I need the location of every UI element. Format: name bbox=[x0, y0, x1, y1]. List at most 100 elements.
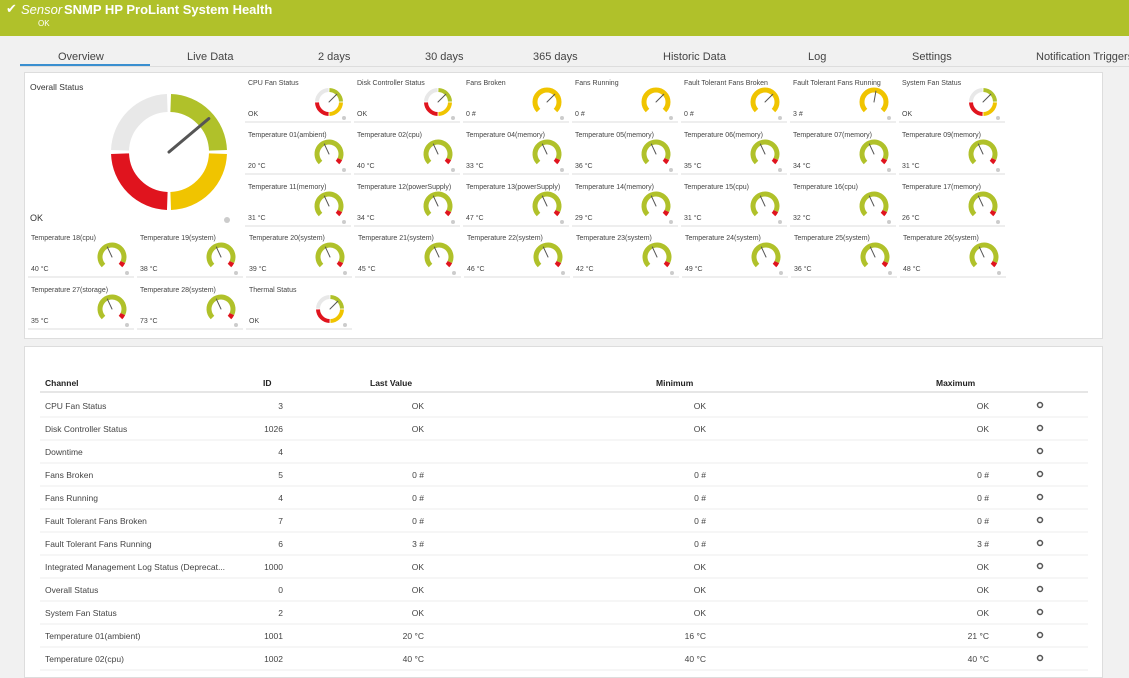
tab[interactable]: Log bbox=[808, 51, 827, 63]
tab[interactable]: 2 days bbox=[318, 51, 351, 63]
tile-icon[interactable] bbox=[670, 271, 674, 275]
column-header[interactable]: Maximum bbox=[936, 378, 976, 388]
gauge-segment bbox=[316, 295, 330, 309]
tile-label: System Fan Status bbox=[902, 80, 962, 87]
gauge-segment bbox=[989, 209, 997, 217]
tile-icon[interactable] bbox=[125, 271, 129, 275]
gauge-segment bbox=[227, 260, 235, 268]
column-header[interactable]: Minimum bbox=[656, 378, 694, 388]
tile-icon[interactable] bbox=[451, 220, 455, 224]
row-settings[interactable] bbox=[1036, 401, 1044, 409]
tab[interactable]: Notification Triggers bbox=[1036, 51, 1129, 63]
tile-icon[interactable] bbox=[888, 271, 892, 275]
tile-value: 39 °C bbox=[249, 266, 267, 273]
column-header[interactable]: ID bbox=[263, 378, 272, 388]
tile-icon[interactable] bbox=[342, 168, 346, 172]
tile-label: Fans Broken bbox=[466, 80, 506, 87]
tile-icon[interactable] bbox=[996, 116, 1000, 120]
tile-icon[interactable] bbox=[778, 220, 782, 224]
tab[interactable]: 30 days bbox=[425, 51, 464, 63]
tile-icon[interactable] bbox=[887, 168, 891, 172]
tab[interactable]: Historic Data bbox=[663, 51, 726, 63]
row-settings[interactable] bbox=[1036, 424, 1044, 432]
gauge-segment bbox=[750, 87, 780, 113]
tile-icon[interactable] bbox=[452, 271, 456, 275]
tile-icon[interactable] bbox=[561, 271, 565, 275]
row-settings[interactable] bbox=[1036, 447, 1044, 455]
gauge-needle bbox=[546, 93, 556, 103]
tile-label: Temperature 25(system) bbox=[794, 235, 870, 242]
cell-id: 3 bbox=[278, 401, 283, 411]
gauge-segment bbox=[859, 191, 889, 217]
tab[interactable]: Settings bbox=[912, 51, 952, 63]
row-settings[interactable] bbox=[1036, 608, 1044, 616]
column-header[interactable]: Channel bbox=[45, 378, 79, 388]
row-settings[interactable] bbox=[1036, 470, 1044, 478]
tile-icon[interactable] bbox=[343, 323, 347, 327]
tab[interactable]: Live Data bbox=[187, 51, 234, 63]
cell-min: 0 # bbox=[694, 470, 706, 480]
gauge-segment bbox=[315, 102, 329, 116]
tile-icon[interactable] bbox=[125, 323, 129, 327]
tile-label: Temperature 04(memory) bbox=[466, 132, 545, 139]
tile-icon[interactable] bbox=[234, 271, 238, 275]
gauge-segment bbox=[662, 209, 670, 217]
gauge-needle bbox=[977, 195, 984, 207]
row-settings[interactable] bbox=[1036, 516, 1044, 524]
tile-icon[interactable] bbox=[343, 271, 347, 275]
gauge-segment bbox=[771, 157, 779, 165]
tile-label: Temperature 24(system) bbox=[685, 235, 761, 242]
column-header[interactable]: Last Value bbox=[370, 378, 413, 388]
tile-icon[interactable] bbox=[997, 271, 1001, 275]
tile-icon[interactable] bbox=[778, 168, 782, 172]
tile-icon[interactable] bbox=[887, 220, 891, 224]
tile-icon[interactable] bbox=[669, 220, 673, 224]
cell-last: 0 # bbox=[412, 493, 424, 503]
gauge-needle bbox=[106, 246, 113, 258]
gauge-needle bbox=[541, 195, 548, 207]
gauge-needle bbox=[167, 117, 211, 154]
row-settings[interactable] bbox=[1036, 493, 1044, 501]
tile-value: 0 # bbox=[575, 111, 585, 118]
cell-last: 3 # bbox=[412, 539, 424, 549]
row-settings[interactable] bbox=[1036, 539, 1044, 547]
tile-icon[interactable] bbox=[887, 116, 891, 120]
tile-icon[interactable] bbox=[234, 323, 238, 327]
tab[interactable]: Overview bbox=[58, 51, 104, 63]
tile-icon[interactable] bbox=[996, 220, 1000, 224]
gauge-needle bbox=[323, 143, 330, 155]
tile-icon[interactable] bbox=[342, 220, 346, 224]
tile-icon[interactable] bbox=[451, 116, 455, 120]
row-settings[interactable] bbox=[1036, 631, 1044, 639]
cell-channel: Overall Status bbox=[45, 585, 99, 595]
tile-icon[interactable] bbox=[560, 220, 564, 224]
tile-icon[interactable] bbox=[669, 168, 673, 172]
row-settings[interactable] bbox=[1036, 654, 1044, 662]
gauge-segment bbox=[990, 260, 998, 268]
tile-label: Temperature 07(memory) bbox=[793, 132, 872, 139]
tile-label: Temperature 11(memory) bbox=[248, 184, 327, 191]
gauge-needle bbox=[868, 195, 875, 207]
cell-id: 4 bbox=[278, 493, 283, 503]
gauge-segment bbox=[642, 242, 672, 268]
tile-label: Temperature 16(cpu) bbox=[793, 184, 858, 191]
tile-icon[interactable] bbox=[560, 168, 564, 172]
tile-label: Fans Running bbox=[575, 80, 619, 87]
tile-icon[interactable] bbox=[669, 116, 673, 120]
gauge-segment bbox=[424, 102, 438, 116]
cell-id: 1000 bbox=[264, 562, 283, 572]
tile-icon[interactable] bbox=[451, 168, 455, 172]
tile-icon[interactable] bbox=[996, 168, 1000, 172]
row-settings[interactable] bbox=[1036, 585, 1044, 593]
tile-icon[interactable] bbox=[779, 271, 783, 275]
row-settings[interactable] bbox=[1036, 562, 1044, 570]
overall-icon[interactable] bbox=[224, 217, 230, 223]
tile-icon[interactable] bbox=[778, 116, 782, 120]
tile-value: 32 °C bbox=[793, 215, 811, 222]
gauge-needle bbox=[982, 93, 992, 103]
tile-icon[interactable] bbox=[342, 116, 346, 120]
tab[interactable]: 365 days bbox=[533, 51, 578, 63]
tab-divider bbox=[20, 66, 1129, 67]
tile-icon[interactable] bbox=[560, 116, 564, 120]
tile-value: 38 °C bbox=[140, 266, 158, 273]
